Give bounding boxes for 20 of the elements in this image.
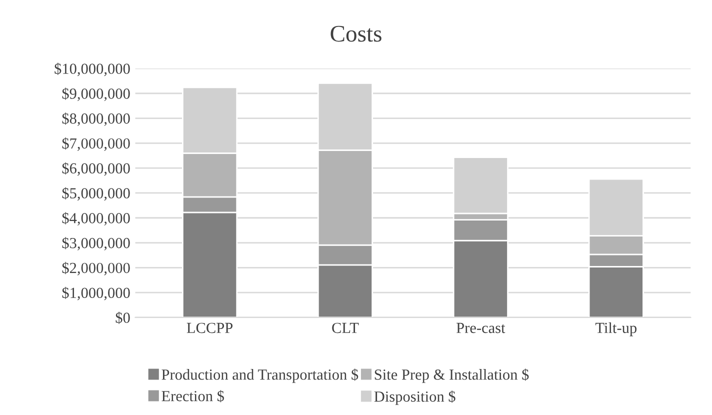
y-tick-label: $7,000,000: [62, 137, 130, 151]
y-tick-label: $6,000,000: [62, 162, 130, 176]
y-tick-label: $9,000,000: [62, 88, 130, 102]
x-tick-label: LCCPP: [186, 322, 233, 334]
x-tick-label: CLT: [332, 322, 359, 334]
legend-label: Production and Transportation $: [162, 368, 358, 383]
legend-label: Erection $: [162, 390, 224, 402]
y-tick-label: $3,000,000: [62, 237, 130, 250]
x-tick-label: Tilt-up: [595, 322, 636, 336]
chart-title: Costs: [330, 26, 382, 42]
y-tick-label: $0: [116, 312, 130, 324]
legend-label: Site Prep & Installation $: [374, 368, 529, 383]
y-tick-label: $10,000,000: [54, 62, 130, 76]
y-tick-label: $2,000,000: [62, 262, 130, 276]
x-tick-label: Pre-cast: [456, 322, 506, 334]
y-tick-label: $1,000,000: [62, 286, 130, 300]
y-tick-label: $8,000,000: [62, 112, 130, 126]
legend-label: Disposition $: [374, 390, 456, 405]
y-tick-label: $4,000,000: [62, 212, 130, 226]
y-tick-label: $5,000,000: [62, 187, 130, 201]
